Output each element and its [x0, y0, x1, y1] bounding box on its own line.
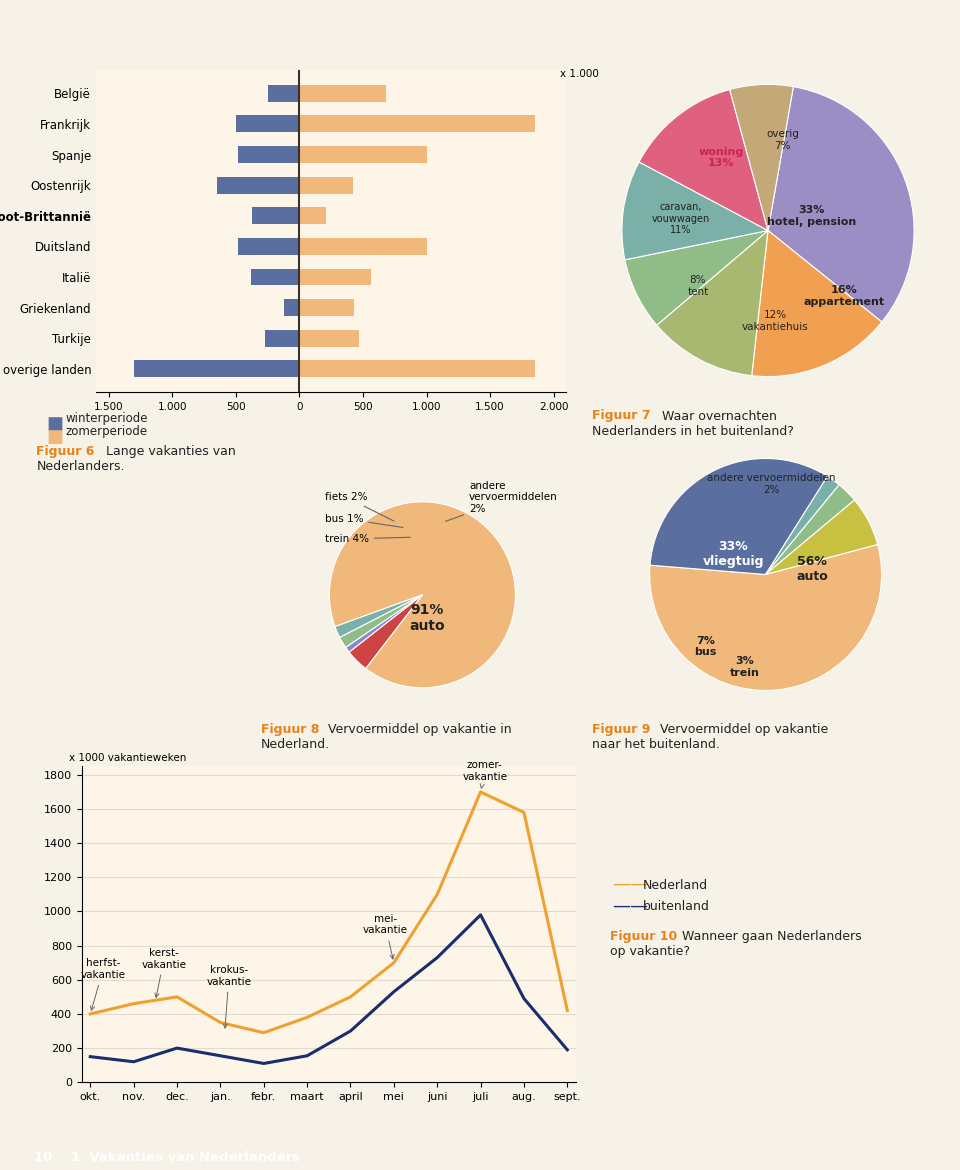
- Text: caravan,
vouwwagen
11%: caravan, vouwwagen 11%: [651, 202, 709, 235]
- Text: buitenland: buitenland: [643, 900, 710, 914]
- Text: Nederlanders in het buitenland?: Nederlanders in het buitenland?: [592, 425, 794, 438]
- Text: Vervoermiddel op vakantie: Vervoermiddel op vakantie: [660, 723, 828, 736]
- Text: bus 1%: bus 1%: [324, 514, 403, 528]
- Wedge shape: [768, 87, 914, 322]
- Text: 56%
auto: 56% auto: [796, 555, 828, 583]
- Text: 10    1  Vakanties van Nederlanders: 10 1 Vakanties van Nederlanders: [34, 1150, 300, 1164]
- Bar: [300, 330, 359, 346]
- Wedge shape: [765, 476, 839, 574]
- Text: Lange vakanties van: Lange vakanties van: [106, 445, 235, 457]
- Bar: [134, 360, 300, 377]
- Text: 7%
bus: 7% bus: [694, 635, 716, 658]
- Text: andere
vervoermiddelen
2%: andere vervoermiddelen 2%: [445, 481, 558, 522]
- Text: zomer-
vakantie: zomer- vakantie: [463, 760, 508, 789]
- Text: Figuur 6: Figuur 6: [36, 445, 95, 457]
- Text: Nederland: Nederland: [643, 879, 708, 893]
- Text: op vakantie?: op vakantie?: [610, 945, 689, 958]
- Text: 91%
auto: 91% auto: [409, 603, 444, 633]
- Wedge shape: [329, 502, 516, 688]
- Text: woning
13%: woning 13%: [699, 146, 744, 168]
- Text: Waar overnachten: Waar overnachten: [662, 410, 778, 422]
- Text: ■: ■: [46, 428, 63, 446]
- Bar: [300, 269, 371, 285]
- Text: winterperiode: winterperiode: [65, 412, 148, 425]
- Bar: [284, 300, 300, 316]
- Wedge shape: [340, 594, 422, 647]
- Text: x 1000 vakantieweken: x 1000 vakantieweken: [68, 753, 186, 763]
- Text: Nederlanders.: Nederlanders.: [36, 460, 125, 473]
- Wedge shape: [730, 84, 793, 230]
- Bar: [217, 177, 300, 193]
- Text: andere vervoermiddelen
2%: andere vervoermiddelen 2%: [708, 473, 835, 495]
- Text: Figuur 7: Figuur 7: [592, 410, 651, 422]
- Text: 8%
tent: 8% tent: [687, 275, 708, 297]
- Text: herfst-
vakantie: herfst- vakantie: [81, 958, 126, 1010]
- Bar: [300, 177, 353, 193]
- Text: Figuur 10: Figuur 10: [610, 930, 677, 943]
- Bar: [300, 116, 535, 132]
- Text: ■: ■: [46, 415, 63, 433]
- Wedge shape: [639, 90, 768, 230]
- Bar: [236, 116, 300, 132]
- Bar: [265, 330, 300, 346]
- Bar: [300, 146, 426, 163]
- Wedge shape: [765, 500, 877, 574]
- Wedge shape: [650, 459, 828, 574]
- Bar: [300, 85, 386, 102]
- Text: x 1.000: x 1.000: [560, 69, 599, 78]
- Bar: [268, 85, 300, 102]
- Text: ——: ——: [612, 896, 649, 914]
- Text: Wanneer gaan Nederlanders: Wanneer gaan Nederlanders: [682, 930, 861, 943]
- Text: Nederland.: Nederland.: [261, 738, 330, 751]
- Bar: [300, 207, 326, 225]
- Text: overig
7%: overig 7%: [766, 129, 799, 151]
- Text: 33%
vliegtuig: 33% vliegtuig: [703, 539, 764, 567]
- Text: zomerperiode: zomerperiode: [65, 425, 148, 438]
- Bar: [300, 360, 535, 377]
- Text: krokus-
vakantie: krokus- vakantie: [206, 965, 252, 1028]
- Text: fiets 2%: fiets 2%: [324, 493, 394, 521]
- Text: naar het buitenland.: naar het buitenland.: [592, 738, 720, 751]
- Text: ——: ——: [612, 875, 649, 893]
- Text: mei-
vakantie: mei- vakantie: [363, 914, 408, 959]
- Wedge shape: [657, 230, 768, 376]
- Bar: [252, 207, 300, 225]
- Text: trein 4%: trein 4%: [324, 534, 410, 544]
- Bar: [238, 146, 300, 163]
- Wedge shape: [349, 594, 422, 668]
- Text: 12%
vakantiehuis: 12% vakantiehuis: [742, 310, 808, 332]
- Bar: [252, 269, 300, 285]
- Wedge shape: [335, 594, 422, 638]
- Text: 33%
hotel, pension: 33% hotel, pension: [767, 205, 856, 227]
- Wedge shape: [650, 544, 881, 690]
- Wedge shape: [752, 230, 882, 377]
- Bar: [238, 238, 300, 255]
- Wedge shape: [346, 594, 422, 652]
- Wedge shape: [622, 161, 768, 260]
- Bar: [300, 238, 426, 255]
- Text: 3%
trein: 3% trein: [730, 656, 759, 679]
- Wedge shape: [765, 484, 854, 574]
- Text: Vervoermiddel op vakantie in: Vervoermiddel op vakantie in: [328, 723, 512, 736]
- Text: 16%
appartement: 16% appartement: [804, 285, 884, 307]
- Text: Figuur 8: Figuur 8: [261, 723, 320, 736]
- Wedge shape: [625, 230, 768, 325]
- Text: kerst-
vakantie: kerst- vakantie: [141, 948, 186, 997]
- Text: Figuur 9: Figuur 9: [592, 723, 651, 736]
- Bar: [300, 300, 354, 316]
